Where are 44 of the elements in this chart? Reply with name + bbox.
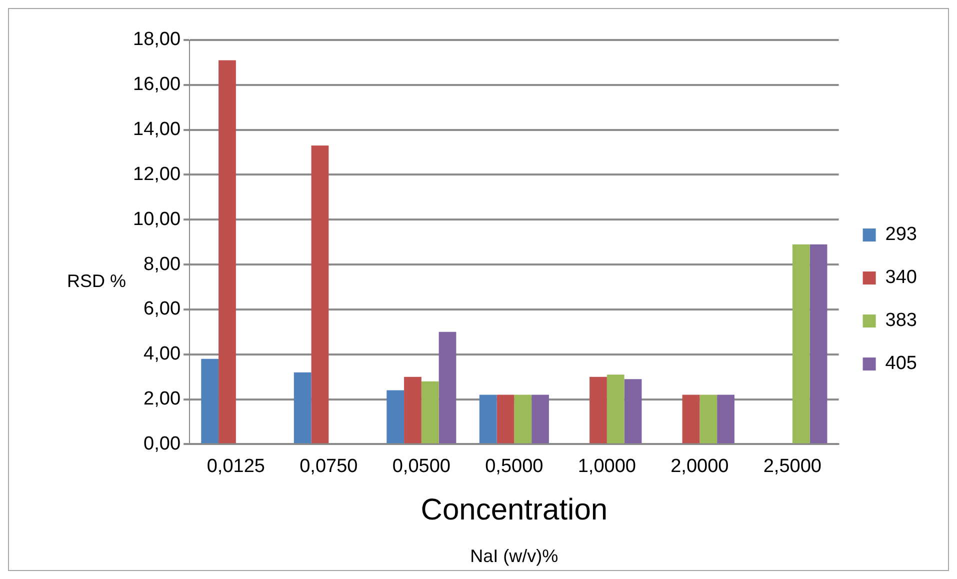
bar (590, 376, 607, 444)
text: NaI (w/v)% (470, 546, 558, 566)
y-tick-label: 16,00 (133, 74, 181, 96)
bar (717, 394, 734, 444)
y-tick-label: 12,00 (133, 164, 181, 185)
legend-label: 340 (885, 267, 917, 288)
bar (496, 394, 514, 444)
y-tick-label: 6,00 (144, 298, 181, 320)
y-tick-label: 8,00 (144, 254, 181, 275)
bar (201, 358, 219, 444)
bar (294, 372, 312, 444)
bar (606, 374, 624, 444)
y-tick-label: 18,00 (133, 29, 181, 50)
y-tick-label: 14,00 (133, 119, 181, 140)
x-axis-title: Concentration (420, 493, 608, 526)
legend-label: 293 (885, 224, 917, 246)
bar (218, 60, 236, 444)
bar (404, 376, 422, 444)
bar (792, 244, 810, 444)
bar (386, 390, 404, 444)
x-tick-label: 0,0500 (392, 456, 450, 477)
bar (682, 394, 700, 444)
legend-label: 383 (885, 310, 917, 332)
bar (700, 394, 718, 444)
bar (438, 332, 456, 444)
x-tick-label: 2,5000 (763, 456, 822, 477)
bar (311, 146, 329, 444)
bar (810, 244, 828, 444)
bar (479, 394, 497, 444)
x-tick-label: 0,0750 (300, 456, 358, 477)
x-tick-label: 0,0125 (206, 456, 265, 477)
legend-label: 405 (885, 353, 917, 374)
y-tick-label: 0,00 (144, 433, 181, 454)
y-tick-label: 4,00 (144, 344, 181, 365)
bar (624, 379, 642, 444)
bar (514, 394, 532, 444)
y-axis-title: RSD % (66, 271, 126, 292)
bar (532, 394, 549, 444)
x-tick-label: 2,0000 (670, 456, 729, 477)
x-tick-label: 0,5000 (485, 456, 544, 477)
bar (421, 381, 439, 444)
x-tick-label: 1,0000 (578, 456, 636, 477)
y-tick-label: 2,00 (144, 388, 181, 410)
y-tick-label: 10,00 (133, 208, 181, 230)
